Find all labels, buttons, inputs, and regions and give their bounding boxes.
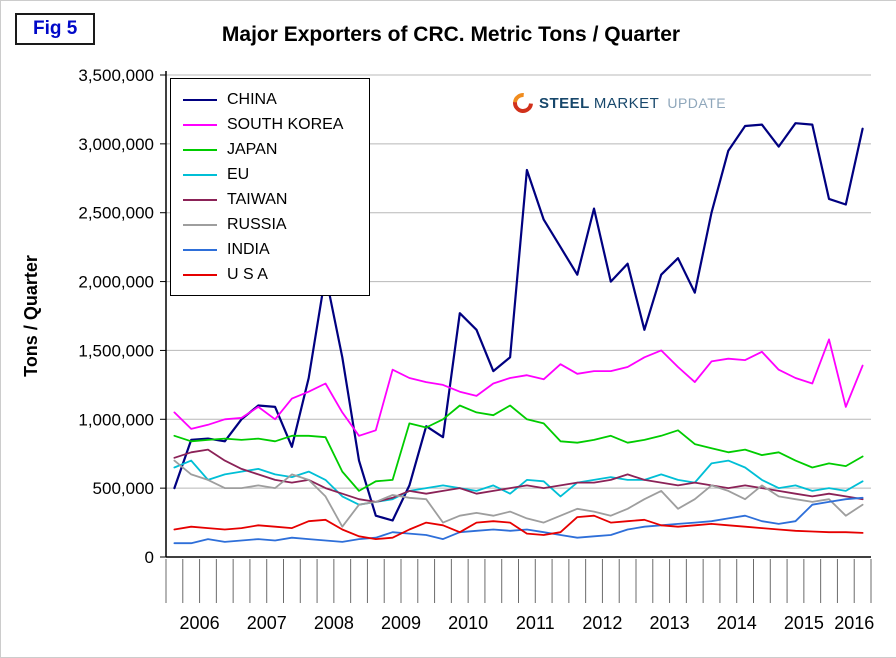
legend-label: U S A bbox=[227, 265, 268, 283]
x-year-label: 2008 bbox=[314, 613, 354, 633]
legend-swatch bbox=[183, 148, 217, 151]
smu-logo: STEEL MARKET UPDATE bbox=[508, 88, 727, 118]
legend-swatch bbox=[183, 173, 217, 176]
logo-market-text: MARKET bbox=[593, 94, 660, 112]
y-tick-label: 3,000,000 bbox=[78, 135, 154, 154]
legend-item: U S A bbox=[183, 262, 343, 287]
series-line-india bbox=[173, 496, 864, 545]
legend-swatch bbox=[183, 98, 217, 101]
legend-swatch bbox=[183, 123, 217, 126]
figure-label: Fig 5 bbox=[15, 13, 96, 45]
series-line-eu bbox=[173, 459, 864, 506]
x-year-label: 2015 bbox=[784, 613, 824, 633]
x-year-label: 2016 bbox=[834, 613, 874, 633]
legend-label: TAIWAN bbox=[227, 190, 288, 208]
series-line-japan bbox=[173, 404, 864, 492]
x-year-label: 2014 bbox=[717, 613, 757, 633]
legend-swatch bbox=[183, 273, 217, 276]
legend-swatch bbox=[183, 248, 217, 251]
y-tick-label: 2,500,000 bbox=[78, 204, 154, 223]
legend-item: EU bbox=[183, 162, 343, 187]
series-line-south-korea bbox=[173, 338, 864, 437]
y-tick-label: 500,000 bbox=[93, 479, 154, 498]
y-tick-label: 1,000,000 bbox=[78, 410, 154, 429]
logo-steel-text: STEEL bbox=[539, 94, 590, 112]
series-line-taiwan bbox=[173, 448, 864, 503]
y-tick-label: 1,500,000 bbox=[78, 341, 154, 360]
x-year-label: 2010 bbox=[448, 613, 488, 633]
smu-swoosh-icon bbox=[508, 88, 538, 118]
legend-item: TAIWAN bbox=[183, 187, 343, 212]
legend-item: CHINA bbox=[183, 87, 343, 112]
legend-label: CHINA bbox=[227, 90, 277, 108]
legend-swatch bbox=[183, 198, 217, 201]
y-tick-label: 0 bbox=[145, 548, 154, 567]
legend-label: SOUTH KOREA bbox=[227, 115, 344, 133]
x-year-label: 2011 bbox=[516, 613, 555, 633]
logo-update-text: UPDATE bbox=[667, 95, 727, 111]
legend-swatch bbox=[183, 223, 217, 226]
x-year-label: 2012 bbox=[582, 613, 622, 633]
y-tick-label: 3,500,000 bbox=[78, 66, 154, 85]
x-year-label: 2013 bbox=[650, 613, 690, 633]
x-year-label: 2006 bbox=[180, 613, 220, 633]
x-year-label: 2009 bbox=[381, 613, 421, 633]
series-line-u-s-a bbox=[173, 514, 864, 540]
series-line-china bbox=[173, 122, 864, 522]
legend-label: RUSSIA bbox=[227, 215, 287, 233]
series-line-russia bbox=[173, 459, 864, 528]
legend-label: INDIA bbox=[227, 240, 270, 258]
legend: CHINA SOUTH KOREA JAPAN EU TAIWAN RUSSIA INDIA… bbox=[170, 78, 371, 296]
legend-item: JAPAN bbox=[183, 137, 343, 162]
y-tick-label: 2,000,000 bbox=[78, 273, 154, 292]
legend-item: SOUTH KOREA bbox=[183, 112, 343, 137]
chart-title: Major Exporters of CRC. Metric Tons / Qu… bbox=[221, 23, 681, 46]
legend-label: EU bbox=[227, 165, 250, 183]
x-year-label: 2007 bbox=[247, 613, 287, 633]
legend-item: INDIA bbox=[183, 237, 343, 262]
legend-label: JAPAN bbox=[227, 140, 278, 158]
legend-item: RUSSIA bbox=[183, 212, 343, 237]
